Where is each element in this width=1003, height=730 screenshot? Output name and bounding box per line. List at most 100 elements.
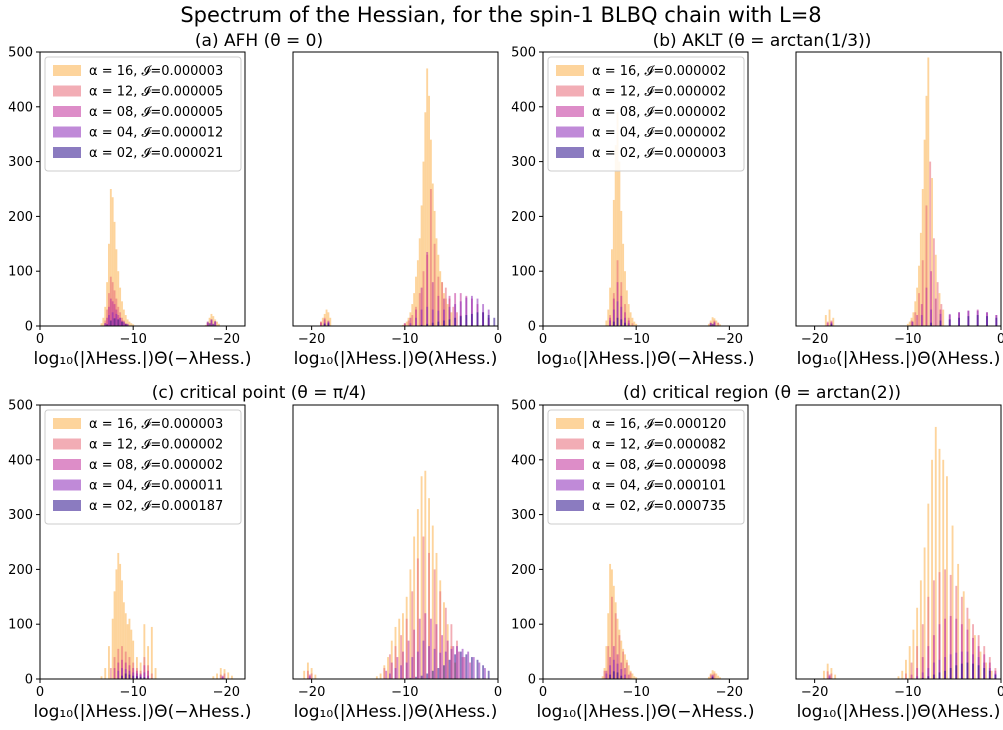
panel-0: (a) AFH (θ = 0) 0 −10 −20 log₁₀(|λHess.|)Θ(−… [8,31,502,369]
histogram-bar [409,317,412,326]
histogram-bar [424,613,427,679]
histogram-bar [439,652,442,679]
x-axis-label: log₁₀(|λHess.|)Θ(λHess.) [797,349,1001,369]
histogram-bar [912,312,915,326]
legend-swatch [53,126,81,138]
histogram-bar [624,654,626,679]
histogram-bar [108,315,110,326]
histogram-bar [457,651,460,679]
histogram-bar [713,673,716,679]
histogram-bar [143,665,146,679]
histogram-bar [388,673,391,679]
histogram-bar [121,580,123,679]
histogram-bar [908,321,911,326]
histogram-bar [711,670,714,679]
legend-entry: α = 08, 𝓘=0.000098 [592,458,726,473]
histogram-bar [910,662,913,679]
histogram-bar [405,618,408,679]
histogram-bar [450,312,453,326]
histogram-bar [124,315,127,326]
y-tick-label: 100 [511,618,536,633]
histogram-bar [109,298,112,326]
histogram-bar [932,674,935,679]
y-tick-label: 300 [511,508,536,523]
histogram-bar [104,306,107,326]
legend-swatch [556,147,584,158]
histogram-bar [995,317,998,326]
y-tick-label: 200 [511,563,536,578]
histogram-bar [426,68,429,326]
histogram-bar [433,243,436,326]
x-tick-label: 0 [997,685,1003,700]
histogram-bar [115,249,118,326]
legend: α = 16, 𝓘=0.000002 α = 12, 𝓘=0.000002 α = … [547,56,745,172]
panel-title: (d) critical region (θ = arctan(2)) [623,383,901,403]
series-2-left-0 [100,552,233,679]
histogram-bar [411,315,414,326]
y-tick-label: 0 [528,320,536,335]
histogram-bar [624,317,626,326]
histogram-bar [949,615,952,679]
legend-entry: α = 08, 𝓘=0.000002 [592,105,726,120]
histogram-bar [635,323,638,326]
histogram-bar [383,668,386,679]
histogram-bar [113,591,116,679]
axes-frame [39,404,246,680]
legend-swatch [556,459,584,470]
histogram-bar [482,312,485,326]
histogram-bar [614,145,617,326]
histogram-bar [711,676,714,679]
histogram-bar [122,602,125,679]
legend-swatch [556,65,584,76]
histogram-bar [405,662,408,679]
histogram-bar [624,322,626,326]
x-tick-label: −10 [894,332,921,347]
histogram-bar [620,210,623,326]
histogram-bar [612,671,615,679]
y-tick-label: 300 [8,155,33,170]
histogram-bar [607,646,610,679]
legend-frame [547,56,745,172]
histogram-bar [934,426,937,679]
panel-title: (b) AKLT (θ = arctan(1/3)) [653,31,872,51]
histogram-bar [625,662,628,679]
y-tick-label: 400 [8,453,33,468]
histogram-bar [113,304,116,326]
histogram-bar [437,668,440,679]
legend-swatch [556,418,584,429]
histogram-bar [206,321,209,326]
histogram-bar [470,295,473,326]
histogram-bar [448,306,451,326]
histogram-bar [400,665,403,679]
x-tick-label: −20 [801,332,828,347]
histogram-bar [921,260,924,326]
histogram-bar [983,668,986,679]
histogram-bar [958,317,960,326]
axes-frame [542,404,749,680]
histogram-bar [403,323,406,326]
histogram-bar [938,448,941,679]
histogram-bar [921,624,924,679]
histogram-bar [967,316,970,326]
histogram-bar [938,659,941,679]
histogram-bar [920,304,923,326]
histogram-bar [420,324,423,326]
legend-entry: α = 02, 𝓘=0.000003 [592,146,726,161]
x-tick-label: −10 [391,332,418,347]
legend-entry: α = 12, 𝓘=0.000002 [89,438,223,453]
histogram-bar [707,676,710,679]
histogram-bar [493,317,496,326]
series-3-right-3 [828,651,997,679]
histogram-bar [717,675,720,679]
histogram-bar [325,309,328,326]
histogram-bar [912,629,915,679]
histogram-bar [388,654,391,679]
histogram-bar [949,668,952,679]
figure-title: Spectrum of the Hessian, for the spin-1 … [180,3,821,27]
histogram-bar [631,317,634,326]
histogram-bar [717,322,720,326]
histogram-bar [609,674,612,679]
legend-entry: α = 16, 𝓘=0.000003 [89,64,223,79]
histogram-bar [212,323,215,326]
histogram-bar [456,312,458,326]
